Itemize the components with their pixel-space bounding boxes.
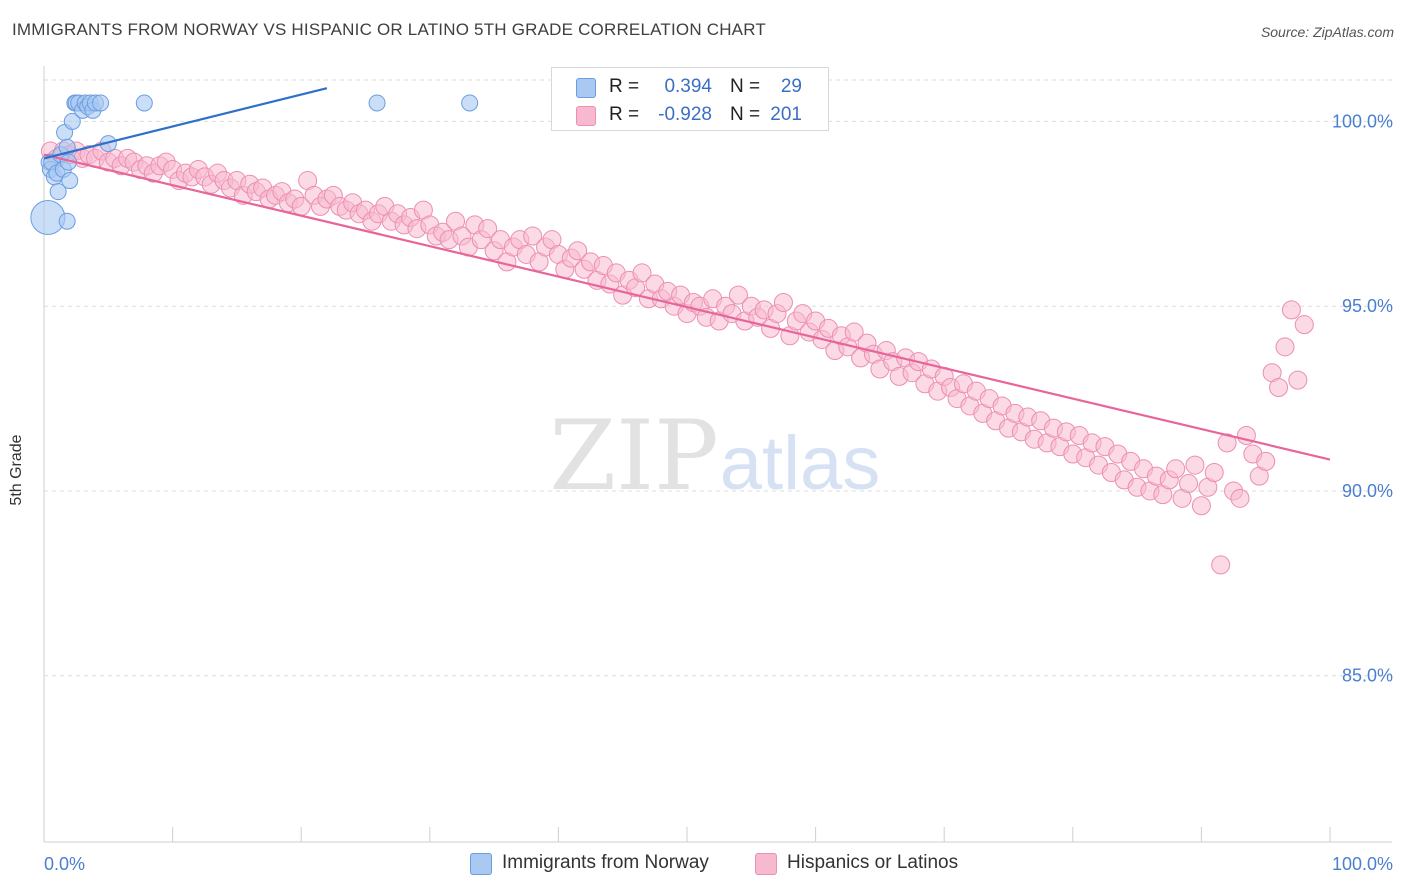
bottom-legend-label-norway: Immigrants from Norway bbox=[502, 852, 709, 873]
bottom-legend-swatch-hispanics bbox=[755, 853, 777, 875]
data-point-hispanics bbox=[1269, 377, 1289, 397]
data-point-norway bbox=[49, 183, 67, 201]
legend-row-norway: R = 0.394 N = 29 bbox=[552, 73, 828, 101]
watermark: ZIP atlas bbox=[549, 400, 880, 512]
legend-n-label: N = bbox=[730, 76, 761, 97]
legend-r-label: R = bbox=[609, 104, 640, 125]
data-point-hispanics bbox=[1211, 555, 1231, 575]
data-point-hispanics bbox=[523, 226, 543, 246]
data-point-norway bbox=[368, 94, 386, 112]
legend-n-label: N = bbox=[730, 104, 761, 125]
legend-r-value: 0.394 bbox=[664, 76, 712, 97]
data-point-hispanics bbox=[773, 292, 793, 312]
axes bbox=[43, 66, 1392, 843]
legend-r-label: R = bbox=[609, 76, 640, 97]
legend-n-value: 201 bbox=[770, 104, 802, 125]
data-point-hispanics bbox=[1204, 462, 1224, 482]
data-point-hispanics bbox=[1281, 300, 1301, 320]
data-point-norway bbox=[92, 94, 110, 112]
data-point-hispanics bbox=[1275, 337, 1295, 357]
y-tick-label: 90.0% bbox=[1342, 481, 1393, 501]
data-point-hispanics bbox=[632, 263, 652, 283]
watermark-atlas: atlas bbox=[720, 421, 881, 506]
data-point-hispanics bbox=[728, 285, 748, 305]
y-tick-label: 85.0% bbox=[1342, 666, 1393, 686]
data-point-norway bbox=[63, 112, 81, 130]
data-point-hispanics bbox=[478, 219, 498, 239]
trend-line-norway bbox=[43, 87, 328, 160]
trend-line-hispanics bbox=[43, 153, 1331, 461]
grid-lines bbox=[44, 79, 1392, 677]
x-tick-label: 0.0% bbox=[44, 854, 85, 874]
legend-n-value: 29 bbox=[780, 76, 802, 97]
legend-r-value: -0.928 bbox=[658, 104, 712, 125]
data-point-hispanics bbox=[1191, 496, 1211, 516]
legend: R = 0.394 N = 29 R = -0.928 N = 201 bbox=[551, 67, 829, 131]
bottom-legend-swatch-norway bbox=[470, 853, 492, 875]
data-point-norway bbox=[461, 94, 479, 112]
y-tick-label: 95.0% bbox=[1342, 296, 1393, 316]
tick-labels: 85.0% 90.0% 95.0% 100.0% 0.0% 100.0% bbox=[44, 111, 1393, 874]
data-point-hispanics bbox=[1185, 455, 1205, 475]
chart-source: Source: ZipAtlas.com bbox=[1260, 24, 1394, 40]
data-point-hispanics bbox=[1256, 451, 1276, 471]
bottom-legend: Immigrants from Norway Hispanics or Lati… bbox=[0, 852, 1406, 878]
legend-row-hispanics: R = -0.928 N = 201 bbox=[552, 101, 828, 129]
legend-swatch-hispanics bbox=[576, 106, 596, 126]
data-point-norway bbox=[58, 212, 76, 230]
legend-swatch-norway bbox=[576, 78, 596, 98]
trend-lines bbox=[43, 87, 1331, 461]
data-point-hispanics bbox=[1230, 488, 1250, 508]
x-tick-label: 100.0% bbox=[1332, 854, 1393, 874]
data-point-hispanics bbox=[1288, 370, 1308, 390]
data-point-hispanics bbox=[1179, 474, 1199, 494]
data-point-hispanics bbox=[1166, 459, 1186, 479]
bottom-legend-label-hispanics: Hispanics or Latinos bbox=[787, 852, 959, 873]
data-point-norway bbox=[61, 172, 79, 190]
data-point-norway bbox=[135, 94, 153, 112]
data-point-hispanics bbox=[1217, 433, 1237, 453]
data-point-hispanics bbox=[568, 241, 588, 261]
watermark-zip: ZIP bbox=[549, 400, 718, 512]
data-point-hispanics bbox=[844, 322, 864, 342]
y-tick-label: 100.0% bbox=[1332, 111, 1393, 131]
data-point-hispanics bbox=[1294, 315, 1314, 335]
chart-title: IMMIGRANTS FROM NORWAY VS HISPANIC OR LA… bbox=[12, 20, 766, 39]
